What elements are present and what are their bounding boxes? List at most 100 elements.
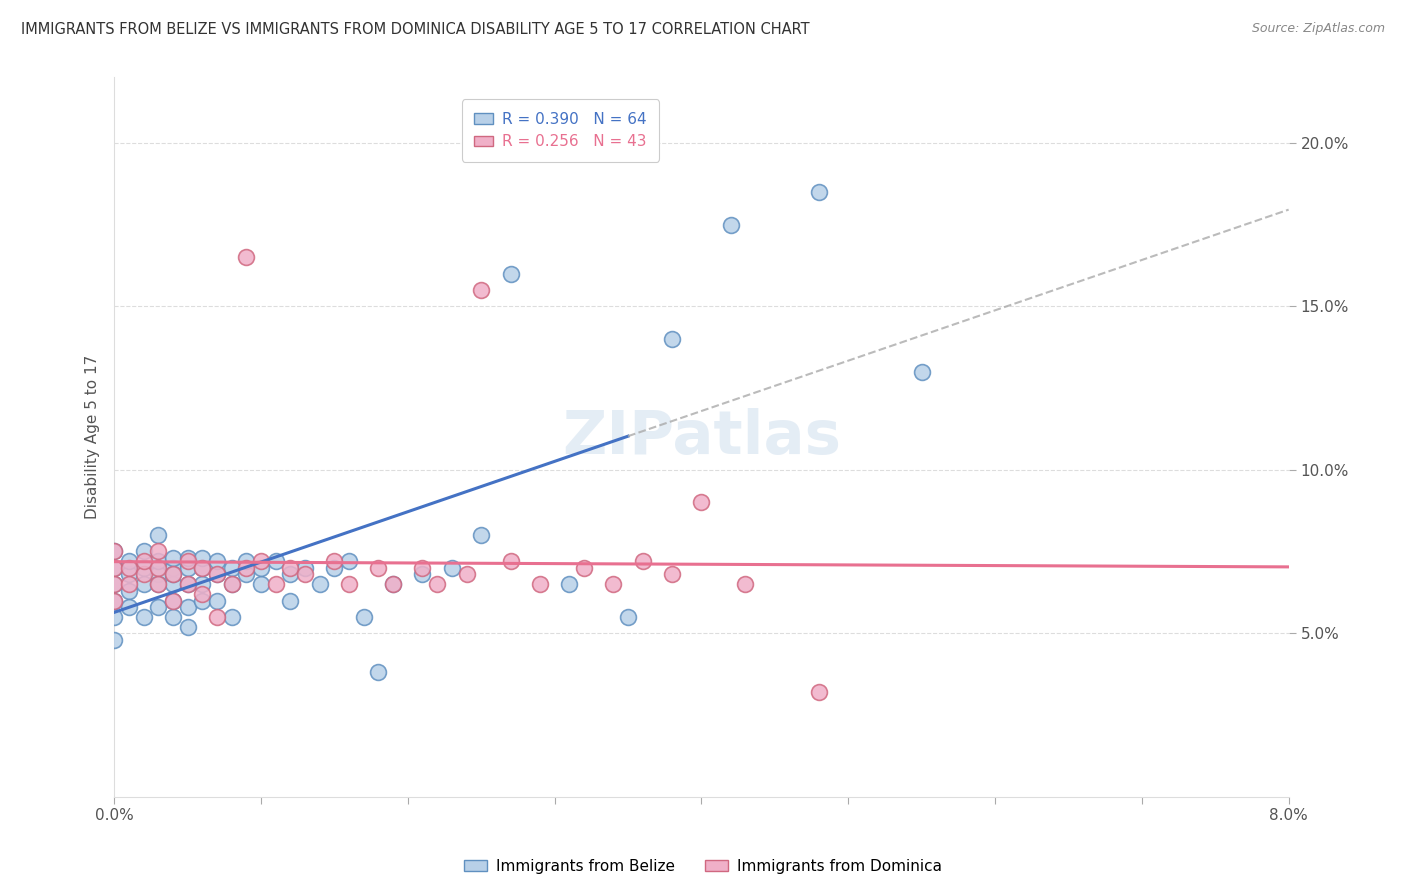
Point: [337, 554, 360, 568]
Point: [191, 587, 214, 601]
Point: [103, 577, 125, 591]
Point: [148, 600, 170, 615]
Point: [426, 577, 449, 591]
Point: [148, 577, 170, 591]
Point: [456, 567, 478, 582]
Point: [103, 577, 125, 591]
Point: [162, 593, 184, 607]
Point: [162, 593, 184, 607]
Point: [148, 567, 170, 582]
Point: [191, 561, 214, 575]
Point: [132, 567, 155, 582]
Point: [572, 561, 595, 575]
Point: [235, 561, 257, 575]
Point: [367, 561, 389, 575]
Text: IMMIGRANTS FROM BELIZE VS IMMIGRANTS FROM DOMINICA DISABILITY AGE 5 TO 17 CORREL: IMMIGRANTS FROM BELIZE VS IMMIGRANTS FRO…: [21, 22, 810, 37]
Point: [690, 495, 713, 509]
Point: [132, 544, 155, 558]
Point: [148, 544, 170, 558]
Point: [631, 554, 654, 568]
Point: [617, 610, 640, 624]
Point: [103, 561, 125, 575]
Point: [602, 577, 624, 591]
Point: [661, 567, 683, 582]
Point: [264, 577, 287, 591]
Y-axis label: Disability Age 5 to 17: Disability Age 5 to 17: [86, 355, 100, 519]
Point: [118, 577, 141, 591]
Point: [910, 365, 932, 379]
Point: [337, 577, 360, 591]
Point: [661, 332, 683, 346]
Point: [132, 610, 155, 624]
Legend: R = 0.390   N = 64, R = 0.256   N = 43: R = 0.390 N = 64, R = 0.256 N = 43: [463, 100, 659, 161]
Point: [176, 551, 198, 566]
Point: [499, 267, 522, 281]
Point: [470, 528, 492, 542]
Point: [235, 567, 257, 582]
Point: [807, 185, 830, 199]
Point: [191, 593, 214, 607]
Point: [221, 577, 243, 591]
Point: [440, 561, 463, 575]
Point: [191, 551, 214, 566]
Point: [280, 561, 302, 575]
Point: [162, 567, 184, 582]
Point: [176, 554, 198, 568]
Point: [148, 554, 170, 568]
Point: [118, 600, 141, 615]
Point: [382, 577, 405, 591]
Point: [221, 561, 243, 575]
Point: [132, 561, 155, 575]
Point: [221, 610, 243, 624]
Point: [162, 551, 184, 566]
Point: [118, 561, 141, 575]
Point: [103, 544, 125, 558]
Point: [176, 577, 198, 591]
Point: [499, 554, 522, 568]
Point: [103, 544, 125, 558]
Point: [807, 685, 830, 699]
Point: [162, 577, 184, 591]
Point: [235, 250, 257, 264]
Point: [294, 561, 316, 575]
Point: [558, 577, 581, 591]
Point: [176, 620, 198, 634]
Point: [221, 577, 243, 591]
Point: [411, 561, 433, 575]
Point: [191, 561, 214, 575]
Point: [470, 283, 492, 297]
Text: ZIPatlas: ZIPatlas: [562, 408, 841, 467]
Point: [176, 561, 198, 575]
Text: Source: ZipAtlas.com: Source: ZipAtlas.com: [1251, 22, 1385, 36]
Point: [103, 593, 125, 607]
Point: [323, 554, 346, 568]
Point: [162, 610, 184, 624]
Point: [148, 528, 170, 542]
Point: [235, 554, 257, 568]
Point: [191, 577, 214, 591]
Point: [148, 577, 170, 591]
Point: [308, 577, 330, 591]
Point: [382, 577, 405, 591]
Point: [280, 567, 302, 582]
Point: [411, 567, 433, 582]
Point: [250, 554, 273, 568]
Point: [280, 593, 302, 607]
Point: [103, 632, 125, 647]
Point: [250, 577, 273, 591]
Point: [720, 218, 742, 232]
Point: [132, 577, 155, 591]
Point: [367, 665, 389, 680]
Point: [176, 600, 198, 615]
Point: [205, 610, 228, 624]
Point: [148, 561, 170, 575]
Point: [323, 561, 346, 575]
Point: [205, 567, 228, 582]
Point: [118, 567, 141, 582]
Point: [734, 577, 756, 591]
Point: [353, 610, 375, 624]
Point: [118, 583, 141, 598]
Legend: Immigrants from Belize, Immigrants from Dominica: Immigrants from Belize, Immigrants from …: [457, 853, 949, 880]
Point: [103, 610, 125, 624]
Point: [205, 593, 228, 607]
